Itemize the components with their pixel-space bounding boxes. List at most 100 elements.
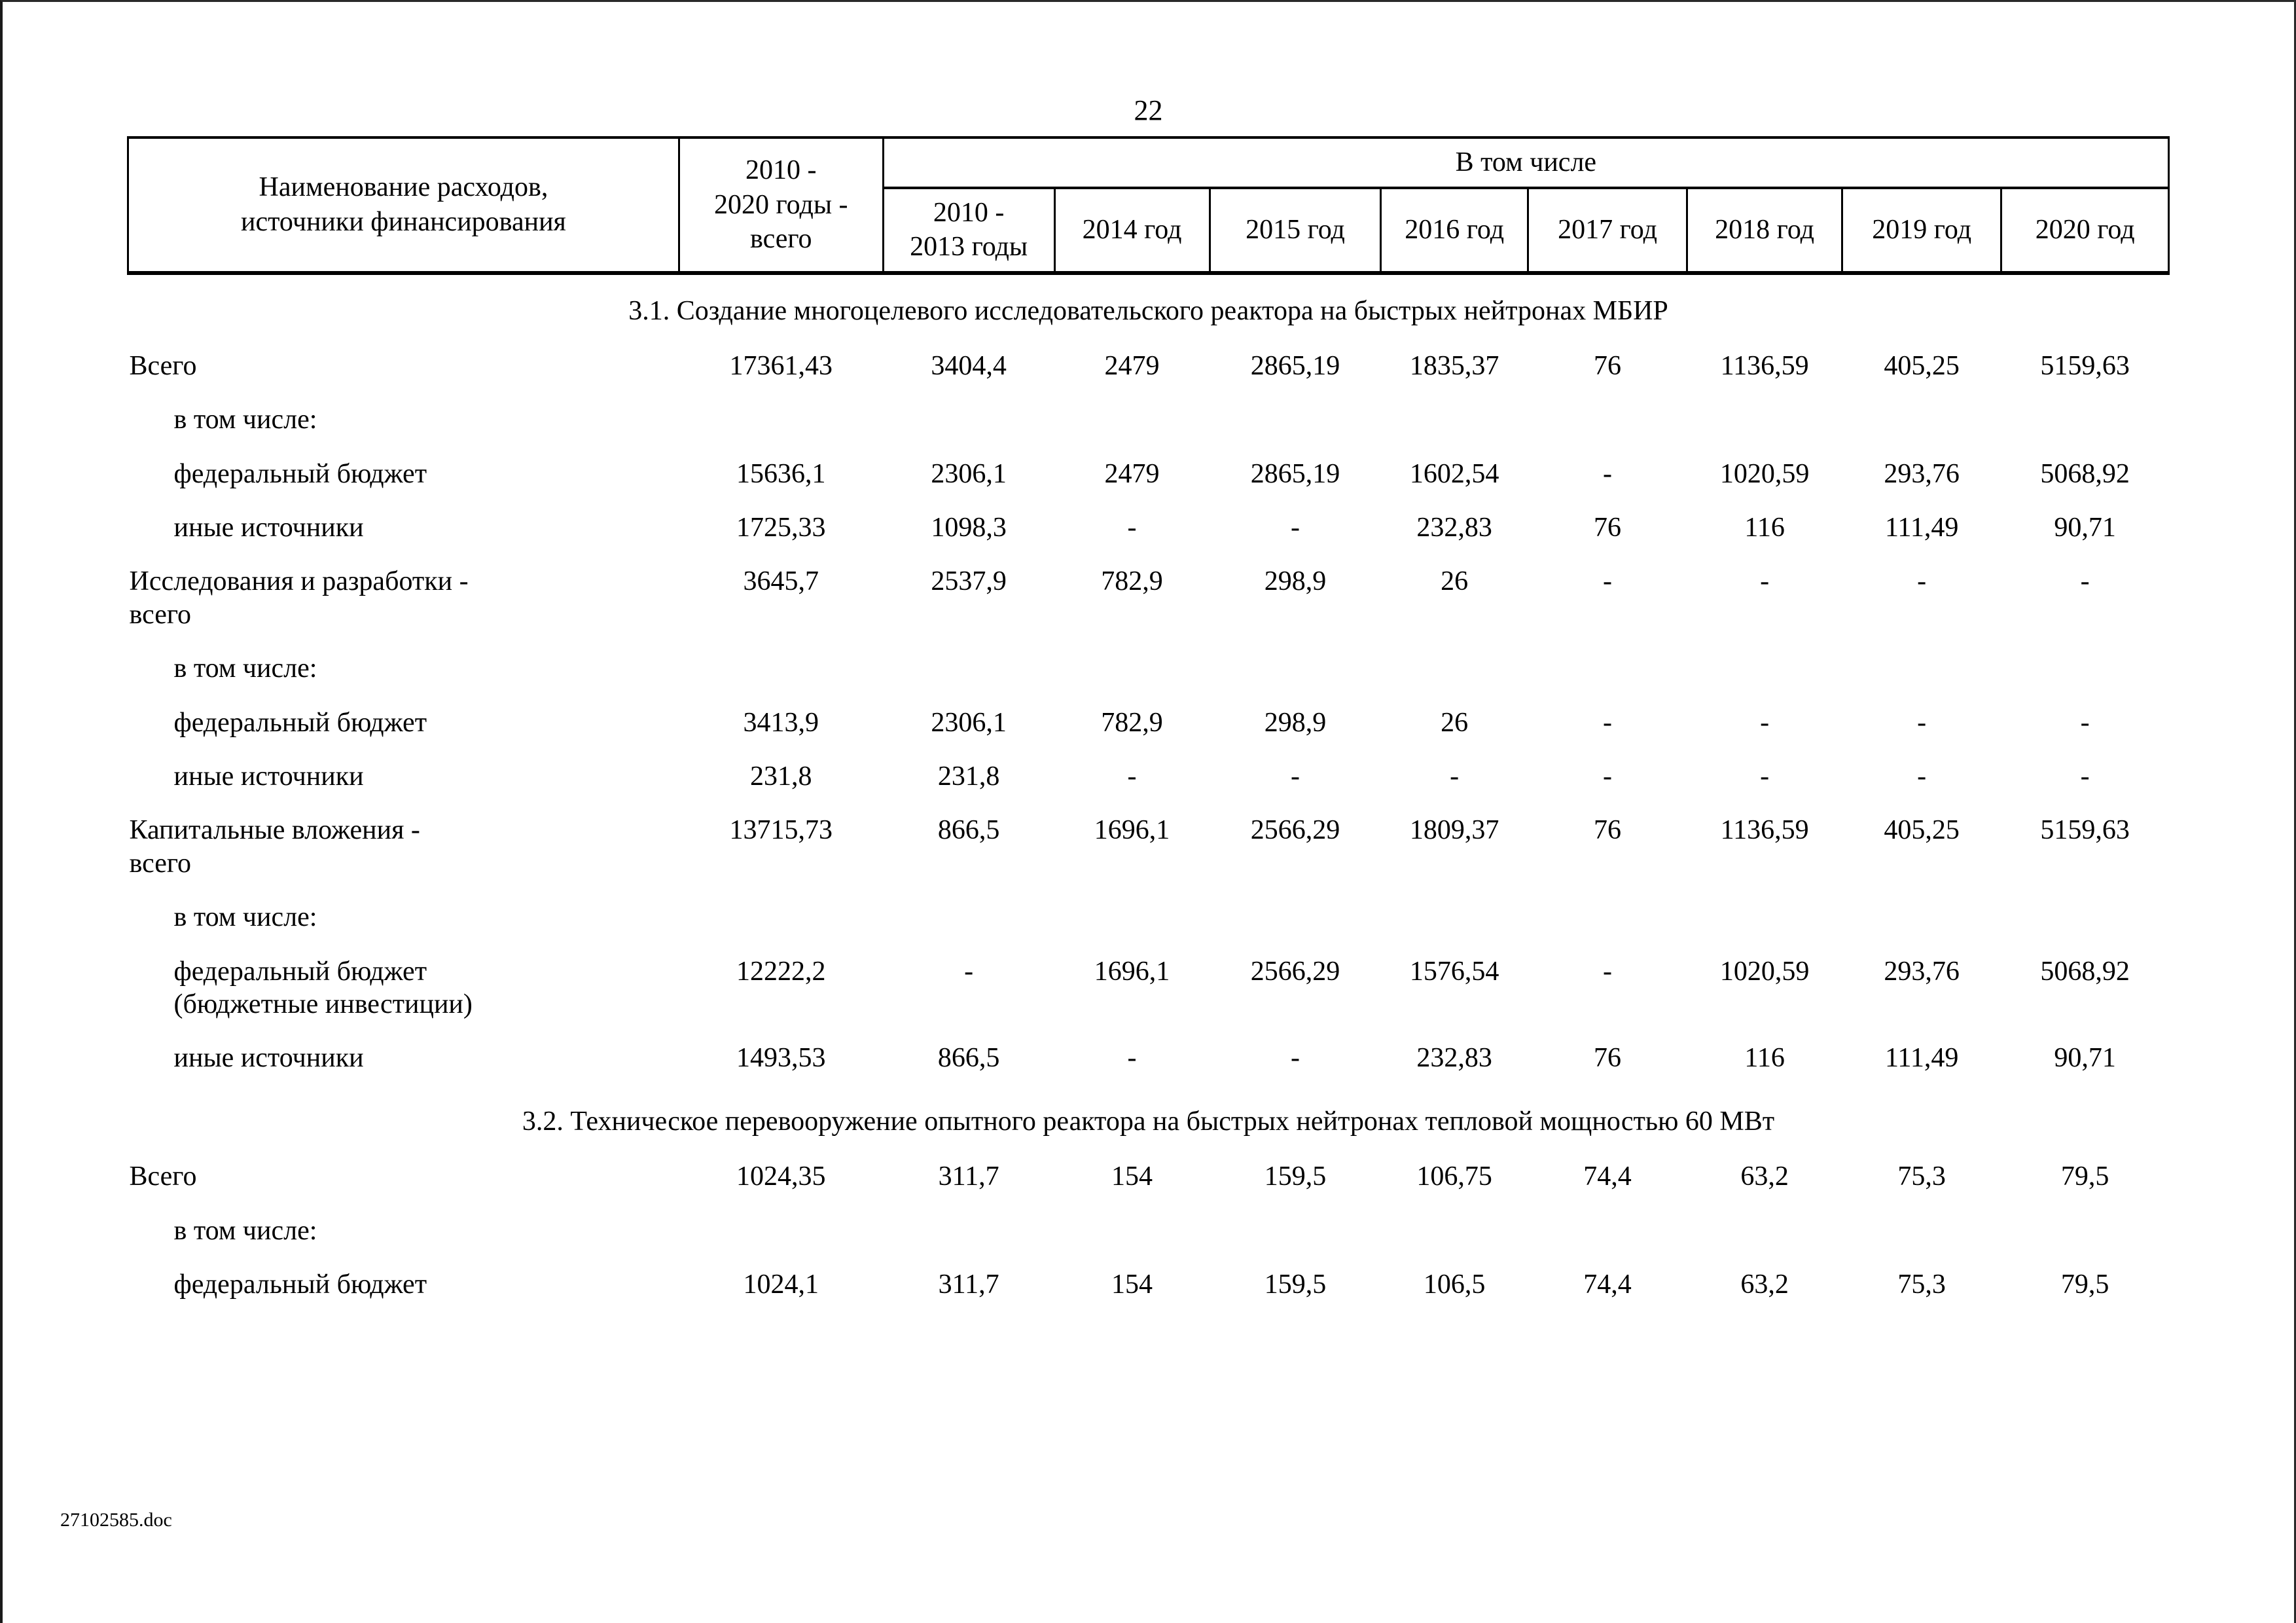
row-label: иные источники xyxy=(173,761,364,792)
section-row: 3.1. Создание многоцелевого исследовател… xyxy=(128,273,2169,339)
table-row: иные источники 231,8 231,8 - - - - - - - xyxy=(128,750,2169,803)
table-row: иные источники 1725,33 1098,3 - - 232,83 76 116… xyxy=(128,501,2169,555)
cell-value: 79,5 xyxy=(2060,1161,2109,1192)
table-row: в том числе: xyxy=(128,890,2169,944)
cell-value: 74,4 xyxy=(1583,1161,1632,1192)
table-row: Исследования и разработки - всего 3645,7 2… xyxy=(128,555,2169,642)
section-title: 3.1. Создание многоцелевого исследовател… xyxy=(628,295,1668,326)
cell-value xyxy=(1842,890,2001,944)
cell-value: - xyxy=(1917,566,1927,597)
cell-value: - xyxy=(1760,761,1770,792)
header-expense-name: Наименование расходов, источники финанси… xyxy=(127,136,680,275)
table-row: федеральный бюджет 15636,1 2306,1 2479 2865,… xyxy=(128,447,2169,501)
row-label: в том числе: xyxy=(173,902,317,933)
cell-value: 3645,7 xyxy=(743,566,819,597)
row-label: федеральный бюджет xyxy=(173,1269,427,1300)
cell-value xyxy=(1842,393,2001,447)
cell-value: 74,4 xyxy=(1583,1269,1632,1300)
header-year-2020: 2020 год xyxy=(2000,186,2170,275)
cell-value xyxy=(679,890,883,944)
cell-value xyxy=(883,393,1054,447)
cell-value: 17361,43 xyxy=(729,350,833,381)
cell-value: 1098,3 xyxy=(931,513,1007,543)
cell-value: 1024,35 xyxy=(736,1161,826,1192)
header-year-2017: 2017 год xyxy=(1526,186,1689,275)
table-row: Всего 1024,35 311,7 154 159,5 106,75 74,4 63,2 7… xyxy=(128,1150,2169,1203)
header-year-2018: 2018 год xyxy=(1686,186,1844,275)
cell-value: 405,25 xyxy=(1884,350,1960,381)
cell-value xyxy=(1054,642,1210,695)
cell-value: 2566,29 xyxy=(1250,815,1340,846)
cell-value xyxy=(1381,393,1528,447)
cell-value: - xyxy=(1127,761,1137,792)
cell-value: - xyxy=(2080,707,2090,738)
header-year-2015: 2015 год xyxy=(1208,186,1382,275)
row-label: Капитальные вложения - всего xyxy=(129,815,420,879)
table-row: в том числе: xyxy=(128,1204,2169,1258)
cell-value xyxy=(1054,393,1210,447)
table-header: Наименование расходов, источники финанси… xyxy=(127,136,2170,275)
row-label: иные источники xyxy=(173,1043,364,1074)
header-row-years: 2010 - 2013 годы 2014 год 2015 год 2016 … xyxy=(128,186,2170,275)
cell-value: 2865,19 xyxy=(1250,350,1340,381)
cell-value: - xyxy=(1603,566,1613,597)
cell-value: 2306,1 xyxy=(931,707,1007,738)
cell-value: 106,5 xyxy=(1423,1269,1486,1300)
cell-value: - xyxy=(1290,761,1300,792)
header-year-2014: 2014 год xyxy=(1053,186,1211,275)
cell-value: 2865,19 xyxy=(1250,458,1340,489)
cell-value: 298,9 xyxy=(1264,566,1327,597)
cell-value: 866,5 xyxy=(937,1043,1000,1074)
cell-value: 1696,1 xyxy=(1094,815,1170,846)
header-total-2010-2020: 2010 - 2020 годы - всего xyxy=(677,136,884,275)
cell-value xyxy=(679,1204,883,1258)
cell-value: 111,49 xyxy=(1884,1043,1959,1074)
cell-value: 63,2 xyxy=(1740,1161,1789,1192)
document-filename: 27102585.doc xyxy=(60,1509,172,1531)
row-label: в том числе: xyxy=(173,405,317,435)
table-row: федеральный бюджет (бюджетные инвестиции… xyxy=(128,945,2169,1032)
cell-value: - xyxy=(1917,707,1927,738)
cell-value: 782,9 xyxy=(1101,707,1163,738)
cell-value: 311,7 xyxy=(938,1269,999,1300)
table-row: Капитальные вложения - всего 13715,73 866,… xyxy=(128,803,2169,890)
cell-value: - xyxy=(1290,513,1300,543)
header-year-2019: 2019 год xyxy=(1841,186,2003,275)
row-label: федеральный бюджет xyxy=(173,707,427,738)
cell-value xyxy=(1381,642,1528,695)
cell-value: - xyxy=(1603,761,1613,792)
cell-value xyxy=(1528,642,1687,695)
cell-value xyxy=(1687,1204,1842,1258)
cell-value: 5159,63 xyxy=(2040,350,2130,381)
cell-value: 5068,92 xyxy=(2040,458,2130,489)
cell-value: - xyxy=(1127,513,1137,543)
cell-value xyxy=(883,1204,1054,1258)
cell-value xyxy=(679,642,883,695)
page-number: 22 xyxy=(1134,94,1163,126)
cell-value: 232,83 xyxy=(1416,513,1492,543)
cell-value: 90,71 xyxy=(2054,1043,2116,1074)
cell-value: 159,5 xyxy=(1264,1269,1327,1300)
cell-value: 1696,1 xyxy=(1094,956,1170,987)
cell-value xyxy=(1210,890,1381,944)
section-title: 3.2. Техническое перевооружение опытного… xyxy=(522,1106,1775,1137)
cell-value: 231,8 xyxy=(937,761,1000,792)
table-row: федеральный бюджет 3413,9 2306,1 782,9 298,9… xyxy=(128,696,2169,750)
cell-value: 231,8 xyxy=(750,761,812,792)
cell-value xyxy=(1687,890,1842,944)
cell-value: 116 xyxy=(1744,513,1785,543)
row-label: иные источники xyxy=(173,513,364,543)
cell-value xyxy=(2001,642,2169,695)
cell-value: 293,76 xyxy=(1884,458,1960,489)
cell-value: 5068,92 xyxy=(2040,956,2130,987)
cell-value: 298,9 xyxy=(1264,707,1327,738)
document-page: 22 Наименование расходов, источники фина… xyxy=(3,2,2294,1311)
cell-value: 1809,37 xyxy=(1409,815,1499,846)
table-row: иные источники 1493,53 866,5 - - 232,83 76 116 1… xyxy=(128,1031,2169,1085)
cell-value: - xyxy=(1760,707,1770,738)
cell-value: - xyxy=(1127,1043,1137,1074)
table-row: Всего 17361,43 3404,4 2479 2865,19 1835,37 76 1… xyxy=(128,339,2169,393)
cell-value: 1136,59 xyxy=(1720,815,1809,846)
cell-value: - xyxy=(1603,707,1613,738)
row-label: Всего xyxy=(129,1161,197,1192)
